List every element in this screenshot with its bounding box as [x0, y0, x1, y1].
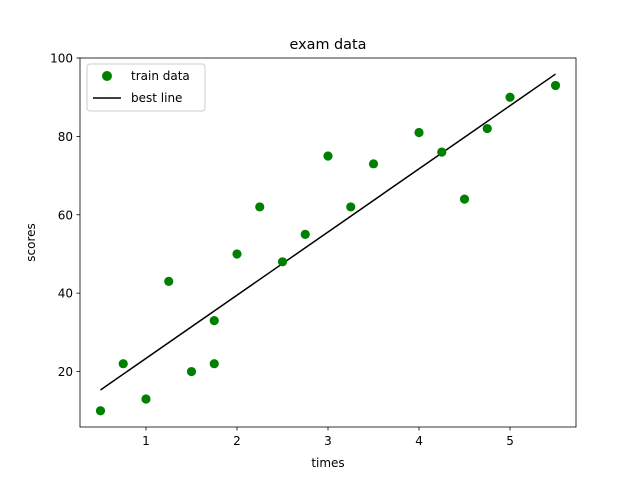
data-point — [255, 202, 265, 212]
x-tick-label: 4 — [415, 434, 423, 448]
data-point — [550, 80, 561, 91]
x-tick-label: 5 — [506, 434, 514, 448]
data-point — [118, 359, 128, 369]
y-tick-label: 40 — [58, 287, 73, 301]
data-point — [482, 123, 492, 134]
best-line-layer — [100, 73, 556, 391]
data-point — [141, 394, 151, 404]
data-point — [368, 159, 379, 169]
data-points-layer — [95, 80, 561, 416]
best-line — [100, 73, 556, 391]
data-point — [277, 257, 288, 267]
data-point — [232, 249, 242, 259]
legend-marker-train-data — [102, 71, 112, 81]
data-point — [209, 315, 219, 326]
y-tick-label: 100 — [50, 52, 73, 66]
data-point — [209, 359, 219, 369]
x-axis-label: times — [311, 456, 344, 470]
x-tick-label: 1 — [142, 434, 150, 448]
plot-area — [80, 58, 576, 427]
data-point — [186, 366, 197, 377]
legend-label-train-data: train data — [131, 69, 190, 83]
data-point — [459, 194, 470, 204]
data-point — [437, 147, 447, 157]
y-tick-label: 20 — [58, 365, 73, 379]
data-point — [414, 127, 424, 138]
data-point — [164, 276, 174, 286]
x-tick-label: 3 — [324, 434, 332, 448]
y-tick-label: 60 — [58, 208, 73, 222]
data-point — [505, 92, 515, 102]
x-tick-label: 2 — [233, 434, 241, 448]
legend-box — [86, 63, 206, 112]
legend-label-best-line: best line — [131, 91, 182, 105]
data-point — [300, 229, 310, 239]
chart-title: exam data — [290, 37, 367, 53]
x-axis-ticks: 1 2 3 4 5 — [142, 427, 514, 448]
data-point — [95, 406, 106, 416]
y-tick-label: 80 — [58, 130, 73, 144]
y-axis-label: scores — [24, 223, 38, 262]
y-axis-ticks: 20 40 60 80 100 — [50, 52, 80, 379]
legend: train data best line — [86, 63, 206, 112]
data-point — [346, 202, 356, 212]
data-point — [323, 151, 333, 161]
